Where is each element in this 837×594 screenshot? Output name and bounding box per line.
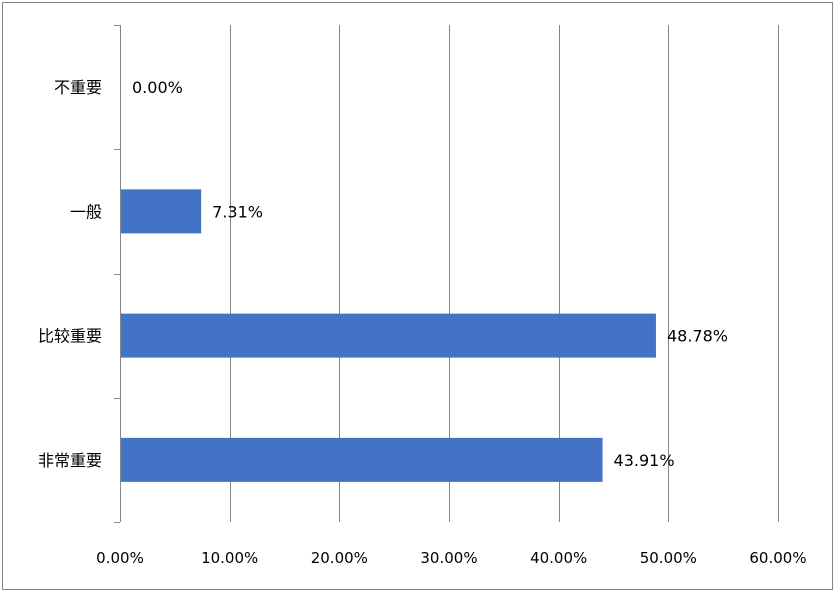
bar-2 (121, 313, 656, 358)
x-tick-label-1: 10.00% (201, 549, 258, 567)
x-tick-label-0: 0.00% (96, 549, 144, 567)
category-label-0: 不重要 (54, 78, 102, 97)
bar-3 (121, 437, 603, 482)
category-label-3: 非常重要 (38, 451, 102, 470)
x-tick-label-3: 30.00% (420, 549, 477, 567)
category-label-1: 一般 (70, 202, 102, 221)
data-label-1: 7.31% (212, 202, 263, 221)
data-label-3: 43.91% (614, 451, 675, 470)
x-tick-label-4: 40.00% (530, 549, 587, 567)
x-tick-label-2: 20.00% (311, 549, 368, 567)
data-label-2: 48.78% (667, 327, 728, 346)
data-label-0: 0.00% (132, 78, 183, 97)
x-tick-label-5: 50.00% (640, 549, 697, 567)
bar-1 (121, 189, 202, 234)
x-tick-label-6: 60.00% (749, 549, 806, 567)
category-label-2: 比较重要 (38, 327, 102, 346)
